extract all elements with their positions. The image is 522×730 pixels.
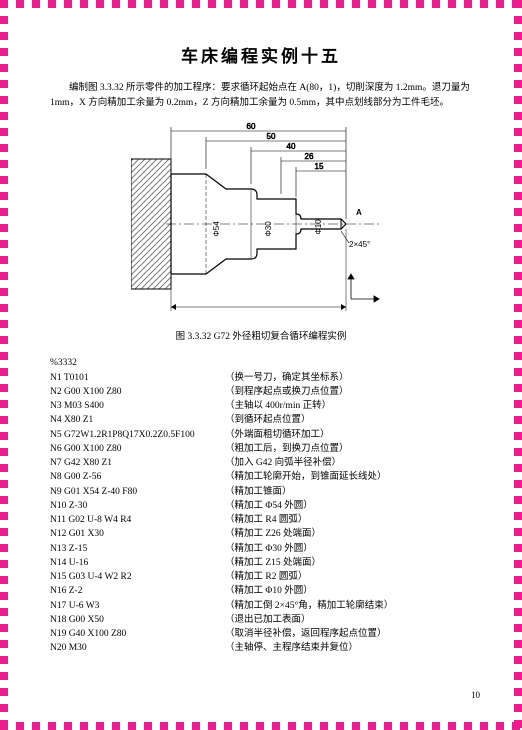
code-comment: （精加工轮廓开始，到锥面延长线处） bbox=[225, 470, 472, 484]
svg-text:Φ54: Φ54 bbox=[212, 221, 221, 237]
code-instruction: N20 M30 bbox=[50, 641, 225, 655]
lathe-diagram: 60 50 40 26 15 Φ54 Φ30 Φ10 2×45° A bbox=[131, 119, 391, 319]
code-comment: （精加工 Φ10 外圆） bbox=[225, 584, 472, 598]
code-comment: （精加工倒 2×45°角，精加工轮廓结束） bbox=[225, 599, 472, 613]
svg-text:60: 60 bbox=[247, 122, 256, 131]
code-line: N20 M30（主轴停、主程序结束并复位） bbox=[50, 641, 472, 655]
code-instruction: N19 G40 X100 Z80 bbox=[50, 627, 225, 641]
svg-text:15: 15 bbox=[315, 162, 324, 171]
code-line: N6 G00 X100 Z80（粗加工后，到换刀点位置） bbox=[50, 442, 472, 456]
technical-figure: 60 50 40 26 15 Φ54 Φ30 Φ10 2×45° A bbox=[50, 119, 472, 322]
svg-text:2×45°: 2×45° bbox=[349, 240, 370, 249]
code-comment: （精加工 R4 圆弧） bbox=[225, 513, 472, 527]
code-line: N9 G01 X54 Z-40 F80（精加工锥面） bbox=[50, 485, 472, 499]
code-line: N7 G42 X80 Z1（加入 G42 向弧半径补偿） bbox=[50, 456, 472, 470]
code-line: N12 G01 X30（精加工 Z26 处端面） bbox=[50, 527, 472, 541]
code-line: N11 G02 U-8 W4 R4（精加工 R4 圆弧） bbox=[50, 513, 472, 527]
code-line: N17 U-6 W3（精加工倒 2×45°角，精加工轮廓结束） bbox=[50, 599, 472, 613]
code-line: N18 G00 X50（退出已加工表面） bbox=[50, 613, 472, 627]
code-instruction: N14 U-16 bbox=[50, 556, 225, 570]
page-number: 10 bbox=[471, 690, 480, 700]
svg-text:40: 40 bbox=[287, 142, 296, 151]
code-comment: （外端面粗切循环加工） bbox=[225, 428, 472, 442]
code-instruction: N13 Z-15 bbox=[50, 542, 225, 556]
code-line: N2 G00 X100 Z80（到程序起点或换刀点位置） bbox=[50, 385, 472, 399]
code-comment: （取消半径补偿，返回程序起点位置） bbox=[225, 627, 472, 641]
code-instruction: N5 G72W1.2R1P8Q17X0.2Z0.5F100 bbox=[50, 428, 225, 442]
code-instruction: N15 G03 U-4 W2 R2 bbox=[50, 570, 225, 584]
code-comment: （精加工 Z15 处端面） bbox=[225, 556, 472, 570]
code-line: N5 G72W1.2R1P8Q17X0.2Z0.5F100（外端面粗切循环加工） bbox=[50, 428, 472, 442]
code-line: N15 G03 U-4 W2 R2（精加工 R2 圆弧） bbox=[50, 570, 472, 584]
svg-text:50: 50 bbox=[267, 132, 276, 141]
code-instruction: N8 G00 Z-56 bbox=[50, 470, 225, 484]
intro-paragraph: 编制图 3.3.32 所示零件的加工程序：要求循环起始点在 A(80，1)，切削… bbox=[50, 81, 472, 111]
code-instruction: N7 G42 X80 Z1 bbox=[50, 456, 225, 470]
code-instruction: N16 Z-2 bbox=[50, 584, 225, 598]
code-comment: （精加工锥面） bbox=[225, 485, 472, 499]
code-instruction: N18 G00 X50 bbox=[50, 613, 225, 627]
svg-text:26: 26 bbox=[305, 152, 314, 161]
code-line: N16 Z-2（精加工 Φ10 外圆） bbox=[50, 584, 472, 598]
code-line: N1 T0101（换一号刀，确定其坐标系） bbox=[50, 371, 472, 385]
code-instruction: N6 G00 X100 Z80 bbox=[50, 442, 225, 456]
code-line: N4 X80 Z1（到循环起点位置） bbox=[50, 413, 472, 427]
figure-caption: 图 3.3.32 G72 外径粗切复合循环编程实例 bbox=[50, 328, 472, 342]
code-comment: （到程序起点或换刀点位置） bbox=[225, 385, 472, 399]
code-instruction: N11 G02 U-8 W4 R4 bbox=[50, 513, 225, 527]
code-instruction: N1 T0101 bbox=[50, 371, 225, 385]
nc-program: %3332 N1 T0101（换一号刀，确定其坐标系）N2 G00 X100 Z… bbox=[50, 356, 472, 655]
code-comment: （精加工 R2 圆弧） bbox=[225, 570, 472, 584]
code-line: N13 Z-15（精加工 Φ30 外圆） bbox=[50, 542, 472, 556]
code-instruction: N2 G00 X100 Z80 bbox=[50, 385, 225, 399]
code-line: N8 G00 Z-56（精加工轮廓开始，到锥面延长线处） bbox=[50, 470, 472, 484]
svg-text:A: A bbox=[356, 208, 362, 217]
page-title: 车床编程实例十五 bbox=[50, 42, 472, 67]
document-page: 车床编程实例十五 编制图 3.3.32 所示零件的加工程序：要求循环起始点在 A… bbox=[14, 14, 508, 716]
code-line: N19 G40 X100 Z80（取消半径补偿，返回程序起点位置） bbox=[50, 627, 472, 641]
code-comment: （退出已加工表面） bbox=[225, 613, 472, 627]
code-comment: （精加工 Φ54 外圆） bbox=[225, 499, 472, 513]
program-header: %3332 bbox=[50, 356, 225, 370]
code-comment: （主轴停、主程序结束并复位） bbox=[225, 641, 472, 655]
code-instruction: N10 Z-30 bbox=[50, 499, 225, 513]
code-instruction: N17 U-6 W3 bbox=[50, 599, 225, 613]
code-instruction: N9 G01 X54 Z-40 F80 bbox=[50, 485, 225, 499]
svg-text:Φ10: Φ10 bbox=[314, 219, 323, 235]
code-comment: （精加工 Z26 处端面） bbox=[225, 527, 472, 541]
code-comment: （粗加工后，到换刀点位置） bbox=[225, 442, 472, 456]
code-line: N14 U-16（精加工 Z15 处端面） bbox=[50, 556, 472, 570]
code-line: N10 Z-30（精加工 Φ54 外圆） bbox=[50, 499, 472, 513]
code-instruction: N3 M03 S400 bbox=[50, 399, 225, 413]
code-instruction: N4 X80 Z1 bbox=[50, 413, 225, 427]
code-comment: （换一号刀，确定其坐标系） bbox=[225, 371, 472, 385]
code-comment: （主轴以 400r/min 正转） bbox=[225, 399, 472, 413]
code-line: N3 M03 S400（主轴以 400r/min 正转） bbox=[50, 399, 472, 413]
code-comment: （加入 G42 向弧半径补偿） bbox=[225, 456, 472, 470]
code-comment: （到循环起点位置） bbox=[225, 413, 472, 427]
svg-text:Φ30: Φ30 bbox=[264, 221, 273, 237]
code-instruction: N12 G01 X30 bbox=[50, 527, 225, 541]
code-comment: （精加工 Φ30 外圆） bbox=[225, 542, 472, 556]
